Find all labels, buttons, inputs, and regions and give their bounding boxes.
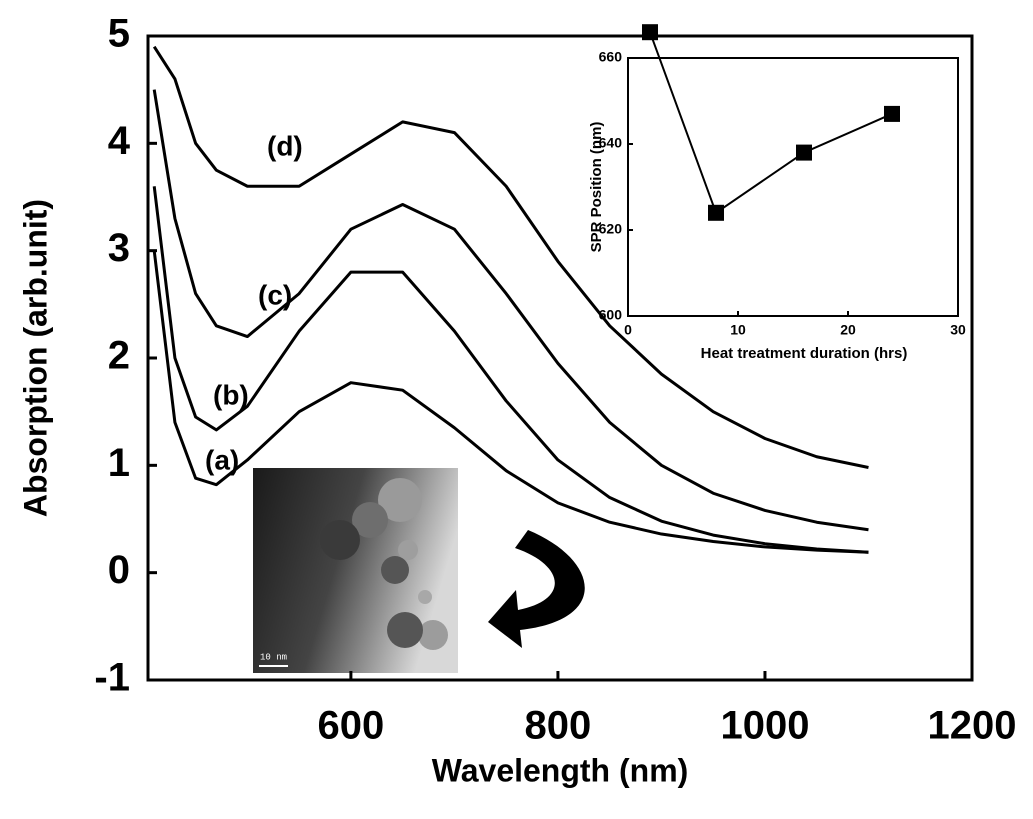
series-line xyxy=(152,89,869,532)
marker xyxy=(708,204,724,221)
y-tick-label: -1 xyxy=(94,656,130,700)
tem-image: 10 nm xyxy=(253,468,458,673)
series-line xyxy=(152,45,869,469)
x-tick-label: 1200 xyxy=(928,704,1017,748)
marker xyxy=(884,105,900,122)
marker xyxy=(642,24,658,41)
x-tick-label: 1000 xyxy=(720,704,809,748)
curve-label: (c) xyxy=(258,279,292,310)
x-axis-label: Wavelength (nm) xyxy=(432,752,689,788)
y-tick-label: 660 xyxy=(599,49,623,65)
y-tick-label: 0 xyxy=(108,548,130,592)
y-axis-label: Absorption (arb.unit) xyxy=(17,199,53,517)
series-line xyxy=(152,250,869,554)
y-tick-label: 1 xyxy=(108,441,130,485)
y-tick-label: 640 xyxy=(599,135,623,151)
y-tick-label: 3 xyxy=(108,226,130,270)
series-line xyxy=(649,31,893,214)
x-tick-label: 10 xyxy=(730,322,746,338)
x-tick-label: 20 xyxy=(840,322,856,338)
curve-label: (d) xyxy=(267,130,303,161)
y-tick-label: 2 xyxy=(108,334,130,378)
arrow xyxy=(488,530,585,648)
x-tick-label: 0 xyxy=(624,322,632,338)
plot-frame xyxy=(627,57,959,317)
series-line xyxy=(152,186,869,554)
y-tick-label: 5 xyxy=(108,12,130,56)
x-tick-label: 30 xyxy=(950,322,966,338)
marker xyxy=(796,144,812,161)
curve-label: (b) xyxy=(213,379,249,410)
y-axis-label: SPR Position (nm) xyxy=(588,122,605,253)
y-tick-label: 600 xyxy=(599,307,623,323)
y-tick-label: 4 xyxy=(108,119,131,163)
x-tick-label: 800 xyxy=(525,704,592,748)
y-tick-label: 620 xyxy=(599,221,623,237)
x-axis-label: Heat treatment duration (hrs) xyxy=(701,345,908,362)
scale-label: 10 nm xyxy=(260,652,287,662)
x-tick-label: 600 xyxy=(318,704,385,748)
curve-label: (a) xyxy=(205,444,239,475)
